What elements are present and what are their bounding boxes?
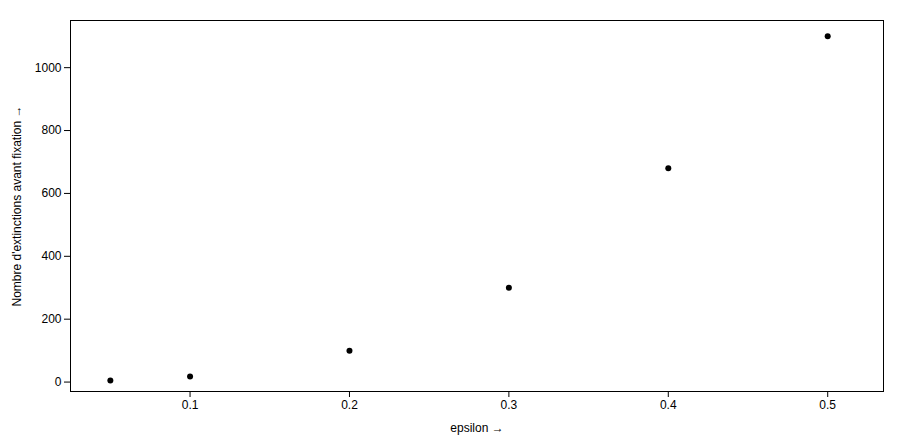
svg-text:0.1: 0.1 bbox=[182, 398, 199, 412]
svg-text:0.5: 0.5 bbox=[819, 398, 836, 412]
svg-text:1000: 1000 bbox=[35, 61, 62, 75]
svg-text:400: 400 bbox=[41, 249, 61, 263]
svg-text:epsilon →: epsilon → bbox=[450, 421, 503, 435]
svg-text:Nombre d'extinctions avant fix: Nombre d'extinctions avant fixation → bbox=[10, 105, 24, 306]
svg-text:0.3: 0.3 bbox=[501, 398, 518, 412]
svg-text:0: 0 bbox=[55, 375, 62, 389]
svg-text:600: 600 bbox=[41, 186, 61, 200]
svg-text:800: 800 bbox=[41, 123, 61, 137]
svg-text:0.2: 0.2 bbox=[341, 398, 358, 412]
svg-text:0.4: 0.4 bbox=[660, 398, 677, 412]
svg-text:200: 200 bbox=[41, 312, 61, 326]
